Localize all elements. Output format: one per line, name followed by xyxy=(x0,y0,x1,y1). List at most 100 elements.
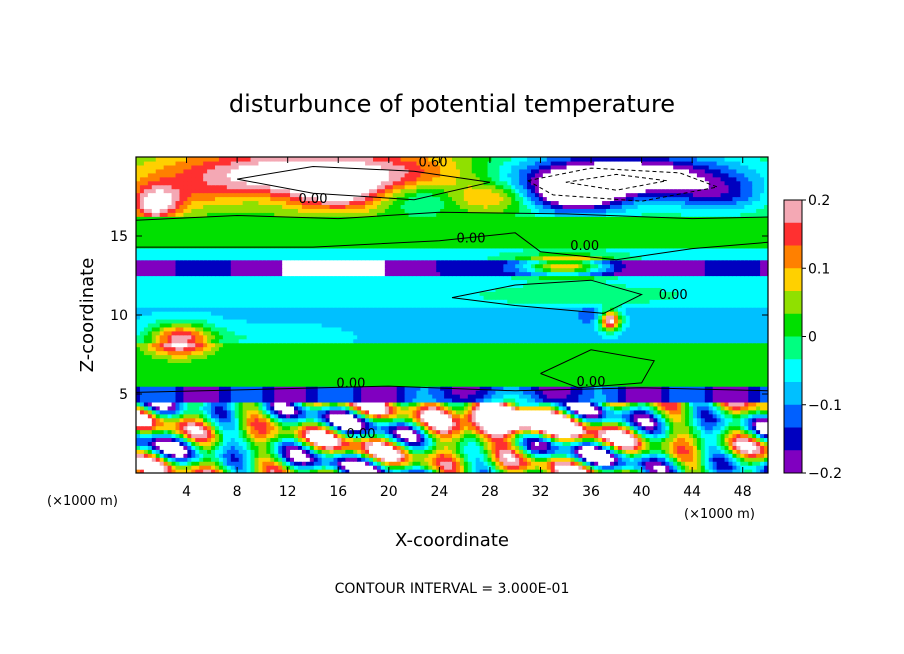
field-cell xyxy=(625,445,631,450)
field-cell xyxy=(724,386,730,391)
field-cell xyxy=(752,386,757,391)
field-cell xyxy=(475,449,481,454)
field-cell xyxy=(139,465,145,470)
field-cell xyxy=(357,386,362,391)
field-cell xyxy=(677,457,682,462)
field-cell xyxy=(732,390,737,395)
field-cell xyxy=(542,445,548,450)
field-cell xyxy=(566,413,572,419)
field-cell xyxy=(653,354,658,360)
field-cell xyxy=(598,449,603,454)
field-cell xyxy=(305,370,311,375)
field-cell xyxy=(286,374,291,379)
field-cell xyxy=(290,370,295,375)
field-cell xyxy=(448,453,453,458)
field-cell xyxy=(333,394,339,399)
field-cell xyxy=(594,350,599,356)
field-cell xyxy=(384,421,390,427)
field-cell xyxy=(282,461,287,466)
field-cell xyxy=(760,417,765,423)
field-cell xyxy=(756,405,761,411)
field-cell xyxy=(736,453,741,458)
field-cell xyxy=(756,378,761,383)
field-cell xyxy=(179,437,184,442)
field-cell xyxy=(230,354,236,360)
field-cell xyxy=(696,413,702,419)
field-cell xyxy=(266,394,271,399)
field-cell xyxy=(187,465,192,470)
field-cell xyxy=(598,433,603,439)
field-cell xyxy=(724,390,730,395)
field-cell xyxy=(681,457,686,462)
field-cell xyxy=(507,374,512,379)
field-cell xyxy=(764,405,768,411)
field-cell xyxy=(550,461,556,466)
field-cell xyxy=(590,394,595,399)
field-cell xyxy=(147,358,153,363)
field-cell xyxy=(744,437,749,442)
field-cell xyxy=(147,457,153,462)
field-cell xyxy=(558,382,564,387)
field-cell xyxy=(764,350,768,356)
field-cell xyxy=(167,469,173,473)
field-cell xyxy=(321,358,327,363)
field-cell xyxy=(455,394,461,399)
field-cell xyxy=(384,378,390,383)
field-cell xyxy=(444,358,449,363)
field-cell xyxy=(645,429,651,435)
field-cell xyxy=(226,350,232,356)
field-cell xyxy=(357,378,362,383)
field-cell xyxy=(171,465,177,470)
field-cell xyxy=(286,445,291,450)
field-cell xyxy=(653,397,658,403)
field-cell xyxy=(519,386,524,391)
field-cell xyxy=(365,362,370,367)
field-cell xyxy=(436,449,441,454)
field-cell xyxy=(483,417,489,423)
field-cell xyxy=(143,445,149,450)
field-cell xyxy=(321,441,327,446)
field-cell xyxy=(278,445,283,450)
field-cell xyxy=(203,429,208,435)
field-cell xyxy=(570,417,576,423)
field-cell xyxy=(432,382,437,387)
field-cell xyxy=(689,397,694,403)
field-cell xyxy=(325,417,331,423)
field-cell xyxy=(613,417,619,423)
field-cell xyxy=(250,413,256,419)
field-cell xyxy=(562,433,568,439)
field-cell xyxy=(215,453,220,458)
field-cell xyxy=(740,445,745,450)
field-cell xyxy=(448,413,453,419)
field-cell xyxy=(475,417,481,423)
field-cell xyxy=(175,453,181,458)
field-cell xyxy=(554,441,560,446)
field-cell xyxy=(752,362,757,367)
field-cell xyxy=(428,433,433,439)
field-cell xyxy=(613,429,619,435)
field-cell xyxy=(598,370,603,375)
field-cell xyxy=(617,425,623,431)
field-cell xyxy=(392,350,398,356)
field-cell xyxy=(282,397,287,403)
field-cell xyxy=(305,433,311,439)
field-cell xyxy=(606,390,611,395)
field-cell xyxy=(203,469,208,473)
field-cell xyxy=(606,409,611,415)
field-cell xyxy=(254,366,260,371)
field-cell xyxy=(171,417,177,423)
field-cell xyxy=(345,350,350,356)
field-cell xyxy=(404,445,410,450)
field-cell xyxy=(384,397,390,403)
field-cell xyxy=(653,382,658,387)
field-cell xyxy=(163,413,169,419)
field-cell xyxy=(495,362,500,367)
field-cell xyxy=(270,449,275,454)
field-cell xyxy=(764,453,768,458)
field-cell xyxy=(270,405,275,411)
field-cell xyxy=(566,378,572,383)
field-cell xyxy=(764,417,768,423)
field-cell xyxy=(602,374,607,379)
field-cell xyxy=(542,374,548,379)
field-cell xyxy=(337,465,342,470)
